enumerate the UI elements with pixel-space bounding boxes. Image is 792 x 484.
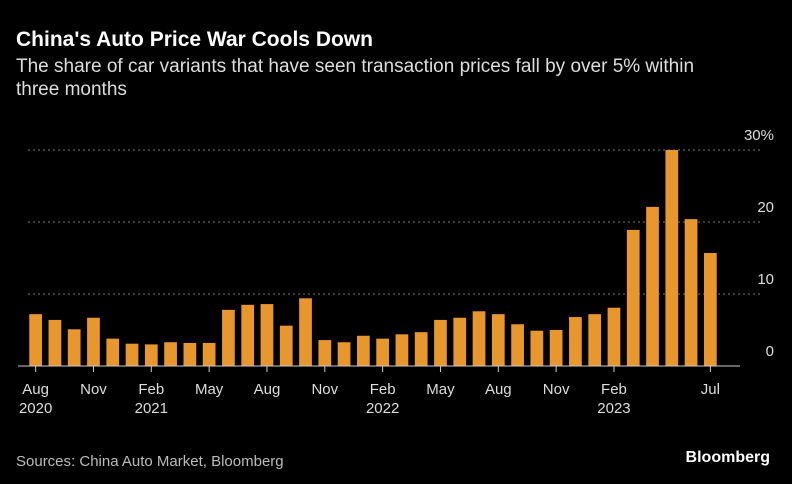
bar [337, 342, 351, 366]
bar [183, 342, 197, 366]
x-tick-label: Nov [80, 381, 107, 398]
bar [414, 332, 428, 366]
bar [472, 311, 486, 366]
bar [222, 309, 235, 366]
bar [125, 343, 139, 366]
y-tick-label: 30% [744, 127, 774, 144]
bar [87, 317, 100, 366]
x-tick-label: May [195, 381, 224, 398]
bar [48, 319, 62, 366]
chart-title: China's Auto Price War Cools Down [16, 28, 373, 51]
chart-subtitle: The share of car variants that have seen… [16, 56, 694, 100]
x-tick-label: Feb 2023 [597, 381, 630, 417]
bar [164, 342, 177, 366]
bar [569, 317, 582, 366]
bar [530, 330, 544, 366]
bar [395, 334, 409, 366]
x-tick-label: May [426, 381, 455, 398]
bar [241, 304, 255, 366]
bar [144, 344, 158, 366]
bar [626, 229, 640, 366]
bar [607, 307, 621, 366]
bar [29, 314, 43, 366]
x-tick-label: Feb 2021 [135, 381, 168, 417]
x-tick-label: Feb 2022 [366, 381, 399, 417]
x-tick-label: Aug [485, 381, 512, 398]
x-tick-label: Aug [254, 381, 281, 398]
bar [318, 340, 332, 366]
bar [356, 335, 370, 366]
x-tick-label: Jul [701, 381, 720, 398]
brand: Bloomberg [686, 449, 770, 466]
x-tick-label: Aug 2020 [19, 381, 52, 417]
x-tick-label: Nov [543, 381, 570, 398]
bar [202, 342, 216, 366]
bar [646, 206, 659, 366]
y-tick-label: 10 [757, 271, 774, 288]
bar [684, 219, 698, 366]
bar [260, 304, 274, 366]
bar [491, 314, 505, 366]
bar [549, 330, 563, 366]
y-tick-label: 0 [766, 343, 774, 360]
bar [299, 298, 312, 366]
bar [453, 317, 467, 366]
bar [665, 150, 679, 366]
y-tick-label: 20 [757, 199, 774, 216]
bar [67, 329, 81, 366]
x-tick-label: Nov [311, 381, 338, 398]
bar [588, 314, 602, 366]
bar [511, 324, 524, 366]
bar [703, 252, 717, 366]
bar [106, 338, 120, 366]
source: Sources: China Auto Market, Bloomberg [16, 453, 284, 470]
bar [279, 325, 293, 366]
bar [376, 338, 390, 366]
subtitle-text: The share of car variants that have seen… [16, 56, 694, 100]
bar [434, 319, 447, 366]
